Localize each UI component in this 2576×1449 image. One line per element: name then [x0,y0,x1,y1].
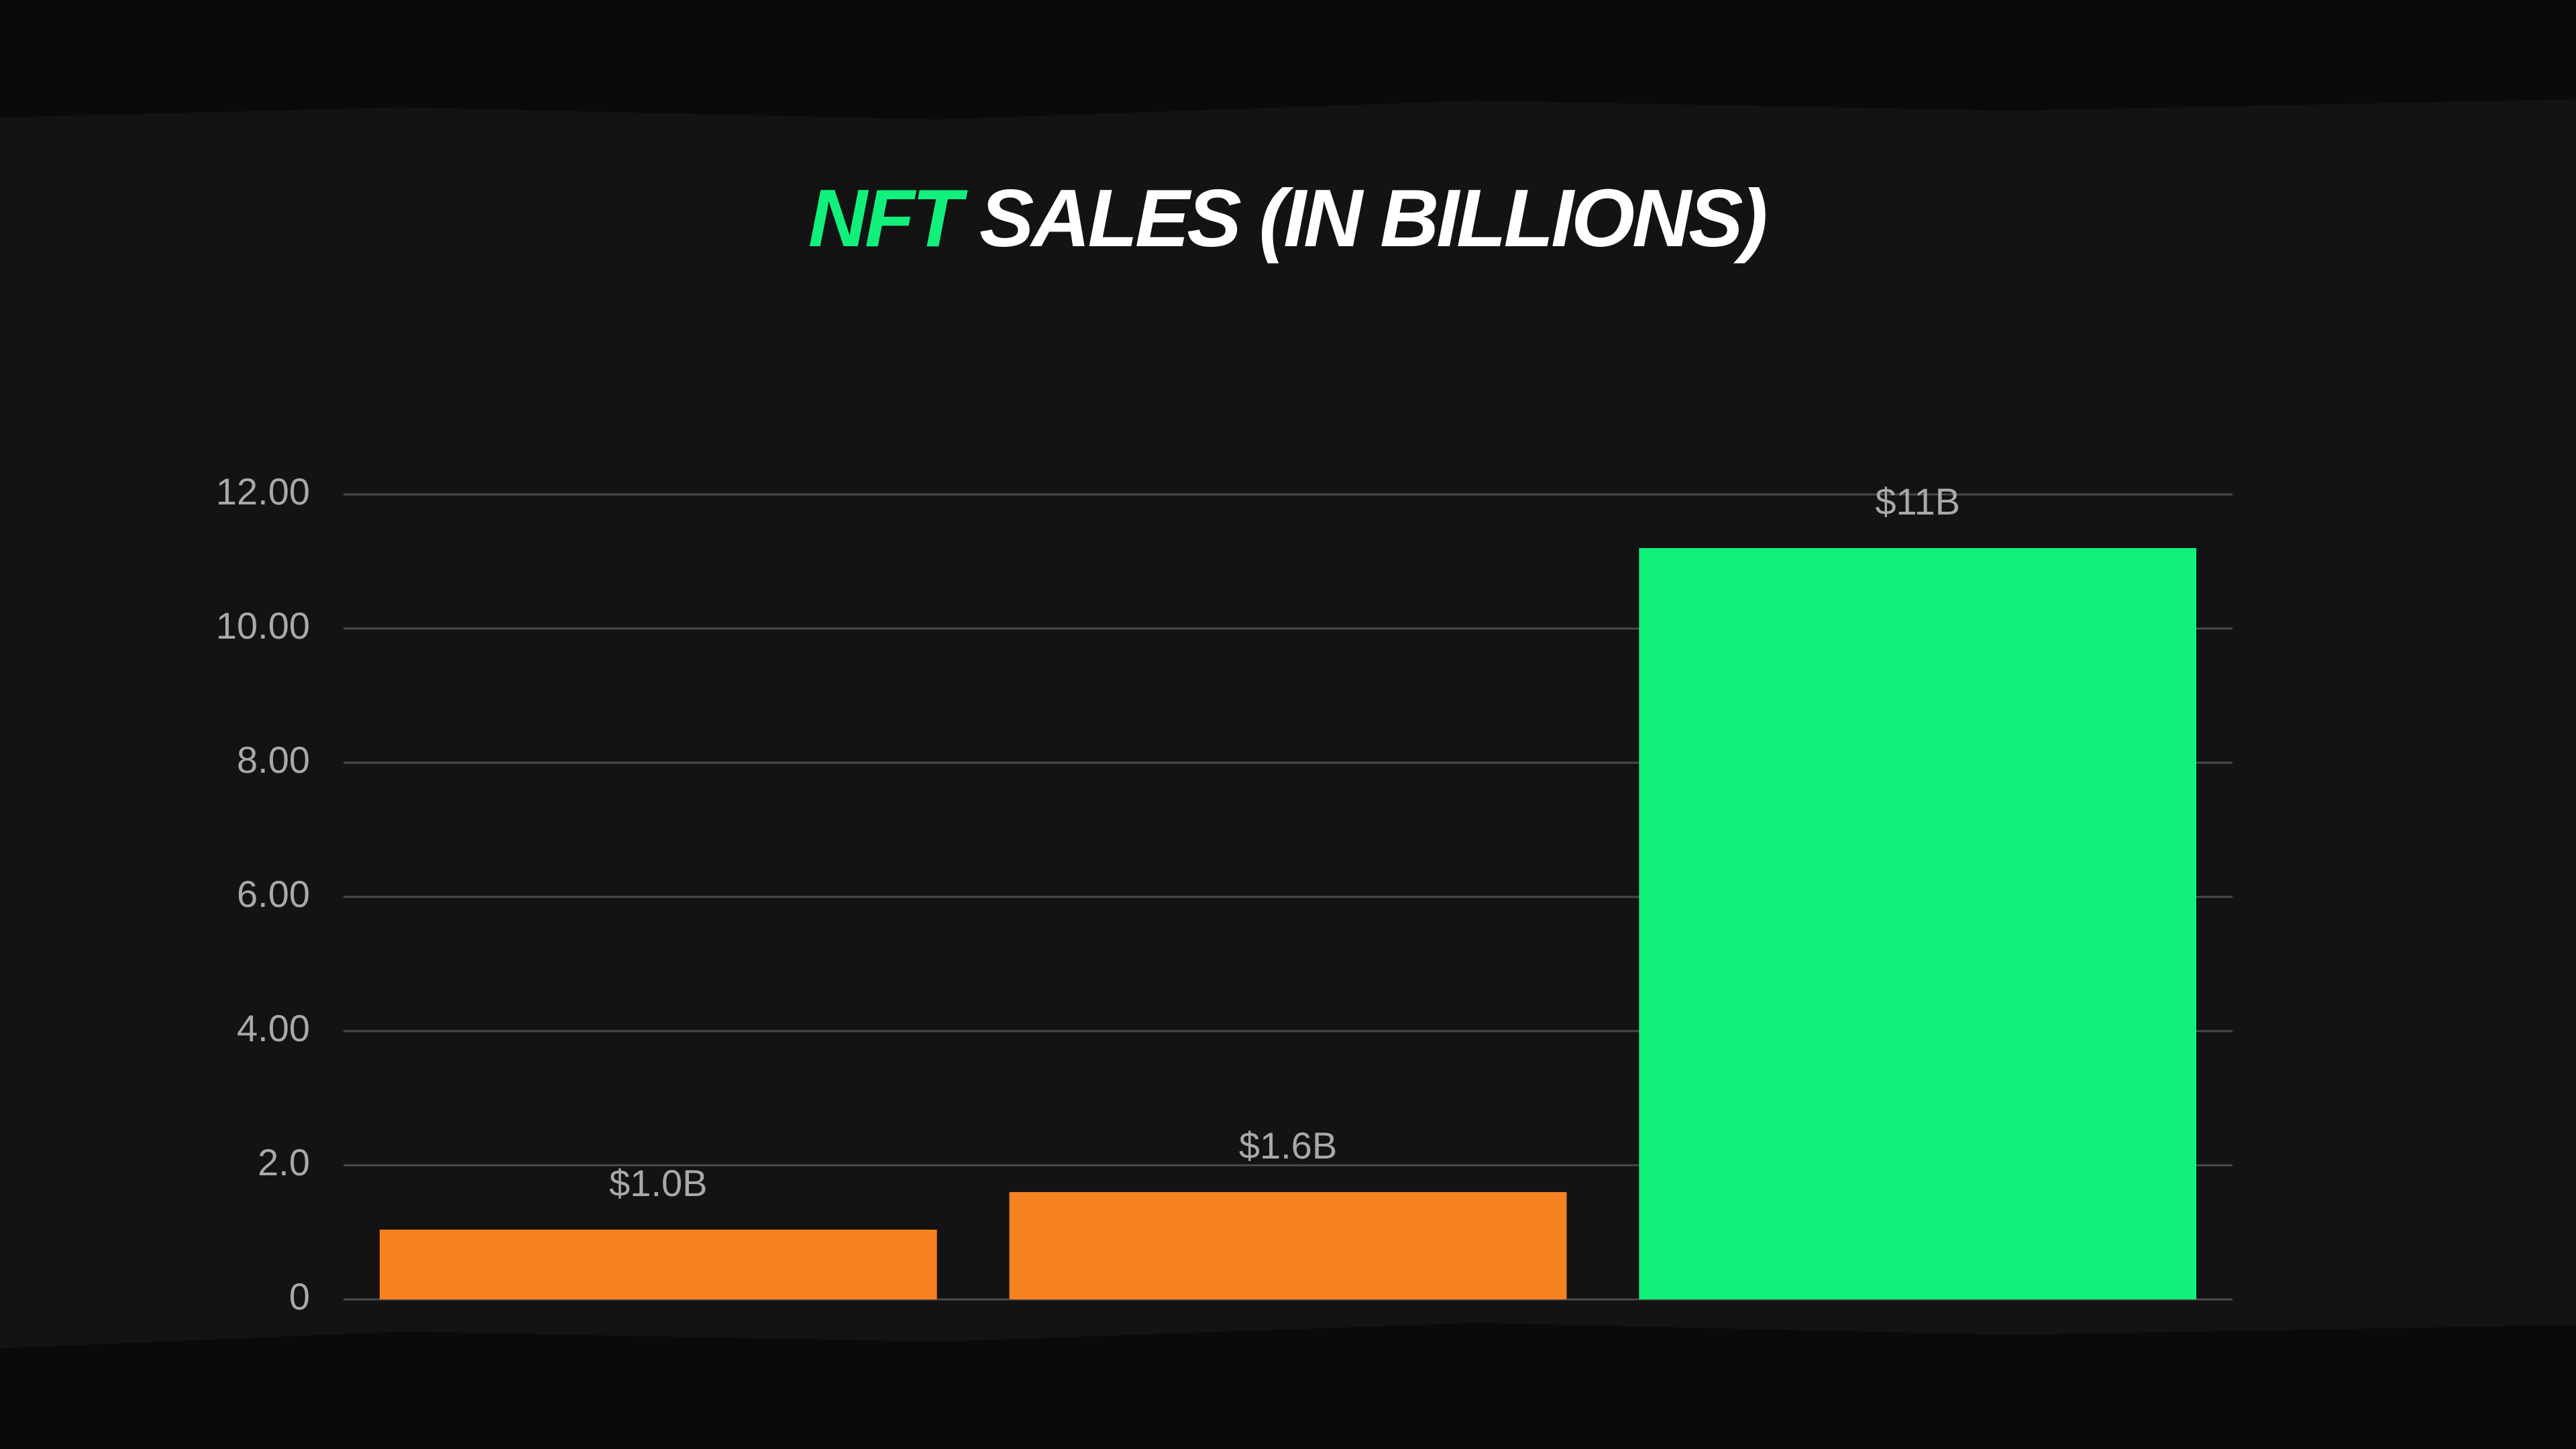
value-label: $1.0B [609,1162,707,1204]
y-tick-label: 12.00 [216,470,310,513]
bar [1639,548,2197,1299]
title-highlight: NFT [808,172,969,264]
y-tick-label: 2.0 [258,1141,310,1183]
chart-title: NFT SALES (IN BILLIONS) [808,172,1766,264]
value-label: $1.6B [1239,1124,1337,1167]
y-tick-label: 6.00 [237,873,310,915]
bar [1009,1192,1567,1299]
y-tick-label: 0 [289,1275,310,1318]
y-tick-label: 8.00 [237,739,310,781]
value-label: $11B [1875,480,1960,523]
title-rest: SALES (IN BILLIONS) [979,172,1766,264]
bar [379,1230,937,1299]
y-tick-label: 4.00 [237,1007,310,1049]
y-tick-label: 10.00 [216,604,310,647]
